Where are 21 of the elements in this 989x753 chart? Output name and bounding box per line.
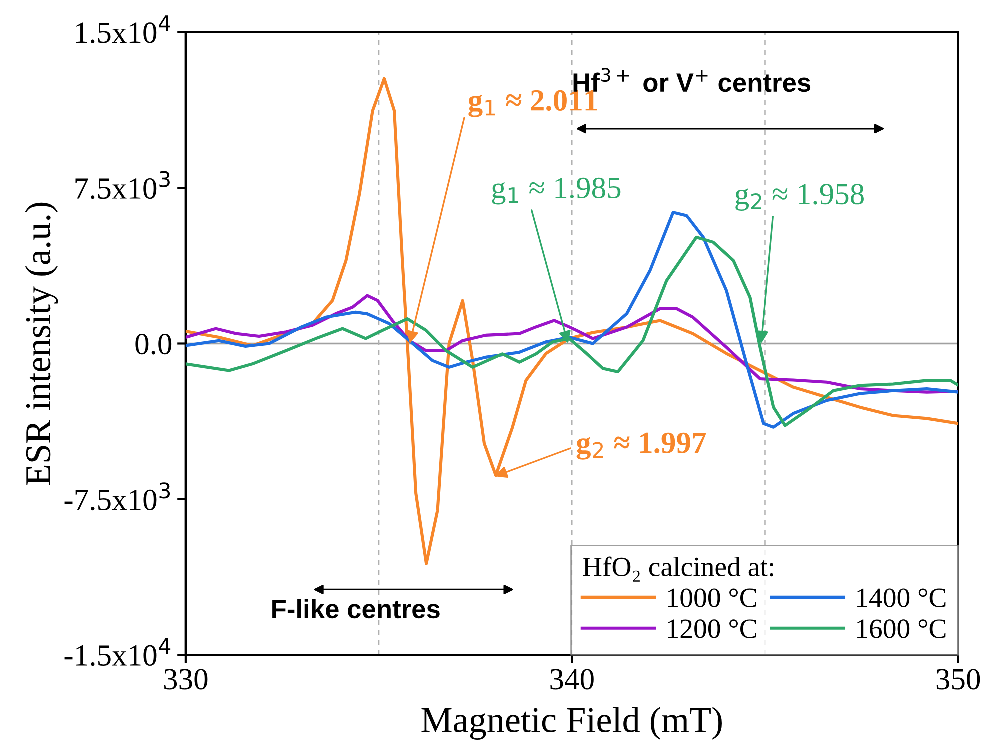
x-tick-label: 330 xyxy=(164,669,208,690)
legend-label: 1600 °C xyxy=(858,620,946,638)
annotation: Hf$^{3+}$ or V$^{+}$ centres xyxy=(574,68,811,92)
y-tick-label: -7.5x10$^{3}$ xyxy=(64,482,170,511)
annotation: g$_{2}$ ≈ 1.997 xyxy=(576,432,706,460)
y-tick-label: -1.5x10$^{4}$ xyxy=(64,638,171,666)
legend-title: HfO₂ calcined at: xyxy=(583,556,774,582)
y-tick-label: 1.5x10$^{4}$ xyxy=(76,16,170,44)
legend-label: 1200 °C xyxy=(668,620,756,638)
x-tick-label: 340 xyxy=(550,669,594,690)
legend-label: 1000 °C xyxy=(668,588,756,608)
x-tick-label: 350 xyxy=(936,669,980,690)
annotation: F-like centres xyxy=(272,599,440,619)
y-axis-title: ESR intensity (a.u.) xyxy=(25,202,58,486)
legend-label: 1400 °C xyxy=(858,588,946,608)
y-tick-label: 0.0 xyxy=(136,334,172,355)
annotation: g$_{2}$ ≈ 1.958 xyxy=(736,184,864,211)
x-axis-title: Magnetic Field (mT) xyxy=(422,707,722,740)
annotation: g$_{1}$ ≈ 1.985 xyxy=(492,178,621,205)
annotation: g$_{1}$ ≈ 2.011 xyxy=(468,90,598,118)
y-tick-label: 7.5x10$^{3}$ xyxy=(76,171,170,200)
